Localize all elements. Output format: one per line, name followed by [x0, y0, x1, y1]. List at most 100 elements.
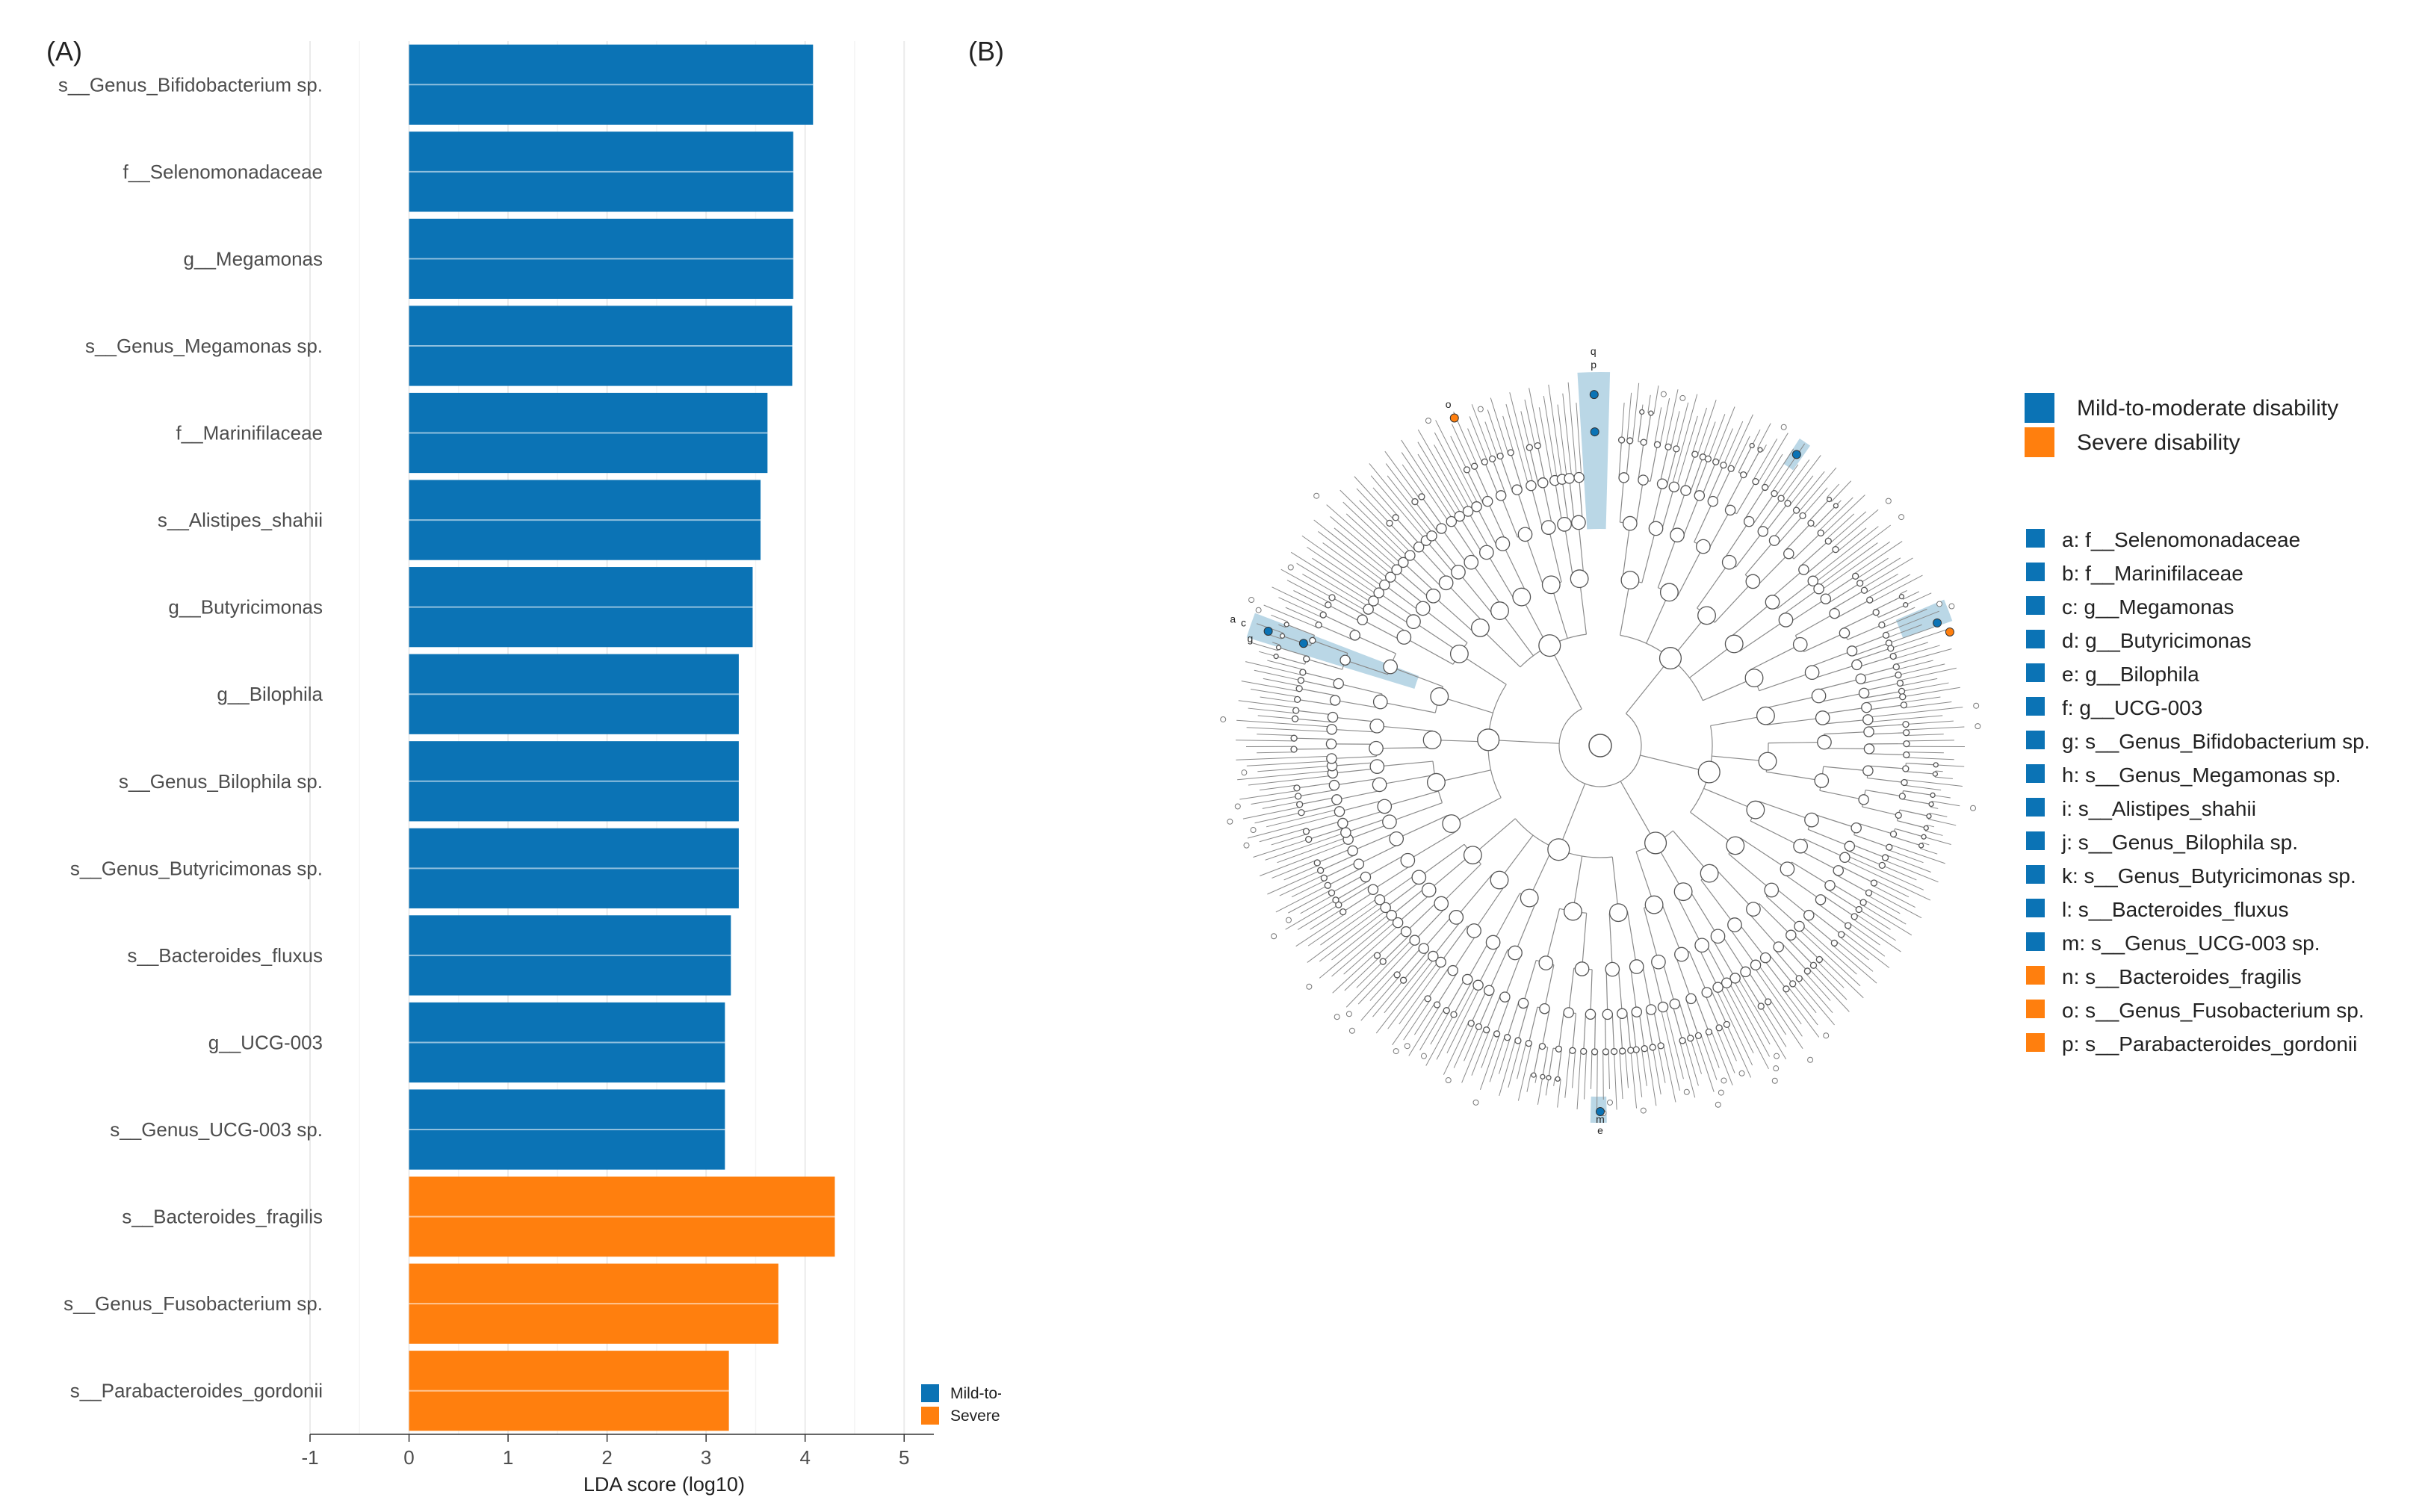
leaf-branch [1286, 580, 1330, 603]
leaf-branch [1401, 452, 1450, 524]
leaf-branch [1263, 678, 1300, 687]
leaf-branch [1320, 901, 1382, 946]
clade-node [1571, 515, 1586, 530]
leaf-branch [1342, 501, 1405, 561]
leaf-branch [1340, 489, 1409, 558]
branch [1478, 945, 1499, 986]
branch [1823, 766, 1868, 772]
branch [1455, 874, 1493, 918]
leaf-branch [1417, 429, 1467, 513]
clade-node [1538, 955, 1554, 970]
branch [1385, 880, 1422, 908]
clade-node [1691, 450, 1699, 458]
leaf-branch [1886, 855, 1931, 873]
leaf-node [1306, 983, 1313, 990]
leaf-branch [1833, 509, 1879, 548]
branch [1703, 678, 1755, 701]
leaf-branch [1762, 453, 1783, 486]
branch [1446, 582, 1485, 625]
leaf-branch [1499, 1039, 1516, 1097]
branch [1712, 939, 1736, 979]
leaf-branch [1526, 1074, 1532, 1092]
clade-node [1777, 495, 1785, 502]
branch [1422, 607, 1468, 643]
clade-node [1851, 822, 1862, 834]
clade-node [1463, 846, 1482, 865]
leaf-branch [1765, 1003, 1786, 1035]
taxon-legend-swatch [2026, 831, 2045, 850]
leaf-branch [1467, 428, 1483, 463]
branch [1301, 804, 1338, 814]
branch [1342, 890, 1375, 913]
branch [1767, 717, 1823, 725]
biomarker-node [1298, 639, 1308, 648]
clade-node [1418, 943, 1429, 954]
leaf-branch [1436, 984, 1477, 1060]
clade-node [1296, 801, 1304, 808]
group-legend-swatch [2025, 393, 2054, 423]
leaf-branch [1263, 604, 1318, 628]
clade-node [1396, 630, 1412, 645]
branch [1500, 495, 1518, 538]
leaf-branch [1246, 760, 1332, 766]
branch [1427, 967, 1449, 1000]
branch [1821, 707, 1867, 715]
leaf-branch [1827, 483, 1840, 498]
branch [1405, 900, 1439, 932]
branch [1753, 493, 1775, 525]
clade-node [1784, 500, 1791, 507]
leaf-branch [1401, 439, 1454, 521]
clade-node [1610, 1047, 1618, 1056]
leaf-branch [1809, 969, 1850, 1012]
leaf-branch [1630, 1050, 1638, 1109]
leaf-branch [1792, 983, 1817, 1014]
clade-node [1820, 593, 1832, 604]
leaf-branch [1868, 574, 1911, 598]
leaf-branch [1826, 513, 1855, 539]
leaf-branch [1557, 404, 1567, 479]
leaf-branch [1707, 414, 1726, 459]
branch [1769, 569, 1804, 600]
branch [1545, 908, 1561, 964]
clade-node [1564, 902, 1582, 921]
clade-node [1290, 734, 1298, 742]
clade-node [1517, 527, 1533, 542]
leaf-branch [1736, 976, 1787, 1060]
branch [1446, 978, 1466, 1011]
leaf-branch [1663, 1045, 1676, 1103]
taxon-legend-label: e: g__Bilophila [2062, 663, 2199, 686]
branch [1557, 1049, 1562, 1079]
leaf-branch [1529, 388, 1541, 446]
branch [1397, 893, 1432, 923]
branch [1788, 598, 1827, 624]
leaf-branch [1300, 894, 1334, 914]
clade-node [1430, 687, 1449, 706]
branch [1504, 955, 1522, 997]
branch [1766, 771, 1822, 781]
leaf-branch [1260, 696, 1298, 703]
branch [1493, 893, 1520, 943]
leaf-branch [1776, 464, 1799, 496]
leaf-branch [1892, 642, 1928, 654]
leaf-branch [1356, 961, 1384, 988]
clade-node [1839, 852, 1851, 864]
leaf-node [1679, 394, 1686, 401]
leaf-branch [1805, 973, 1831, 1001]
leaf-branch [1357, 941, 1417, 1005]
clade-node [1872, 609, 1880, 616]
leaf-node [1715, 1101, 1721, 1108]
leaf-branch [1250, 642, 1278, 651]
clade-node [1481, 495, 1493, 507]
leaf-branch [1334, 527, 1393, 576]
clade-node [1862, 714, 1874, 725]
clade-node [1325, 601, 1332, 609]
clade-node [1426, 530, 1437, 542]
clade-node [1472, 979, 1484, 991]
branch [1700, 879, 1735, 926]
category-label: g__Bilophila [217, 683, 323, 705]
clade-node [1673, 445, 1680, 453]
leaf-branch [1302, 574, 1368, 612]
branch [1486, 995, 1501, 1030]
clade-node [1369, 740, 1384, 756]
clade-node [1712, 982, 1723, 993]
